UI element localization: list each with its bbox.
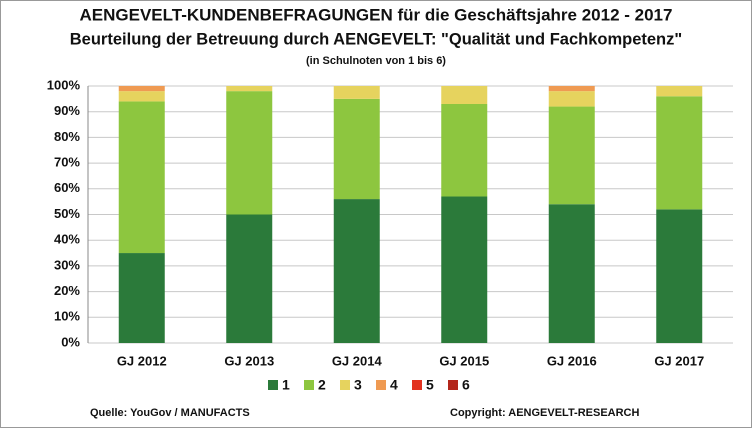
y-tick-label: 40% [54, 232, 80, 247]
y-tick-label: 10% [54, 309, 80, 324]
bar-segment [226, 214, 273, 343]
x-tick-label: GJ 2013 [224, 353, 274, 368]
y-tick-label: 0% [61, 334, 80, 349]
legend-label: 5 [426, 377, 434, 393]
y-tick-label: 100% [47, 77, 81, 92]
legend-swatch [340, 380, 350, 390]
bar-segment [226, 86, 273, 92]
copyright: Copyright: AENGEVELT-RESEARCH [450, 407, 640, 419]
legend-label: 2 [318, 377, 326, 393]
source: Quelle: YouGov / MANUFACTS [90, 407, 250, 419]
chart-subtitle: Beurteilung der Betreuung durch AENGEVEL… [70, 30, 682, 48]
bar-segment [441, 86, 488, 104]
bar-segment [118, 91, 165, 102]
y-tick-label: 70% [54, 155, 80, 170]
chart-title: AENGEVELT-KUNDENBEFRAGUNGEN für die Gesc… [80, 5, 673, 24]
legend-swatch [412, 380, 422, 390]
bar-segment [656, 96, 703, 210]
x-tick-label: GJ 2015 [439, 353, 489, 368]
y-tick-label: 80% [54, 129, 80, 144]
bar-segment [333, 98, 380, 200]
legend-label: 4 [390, 377, 398, 393]
chart-note: (in Schulnoten von 1 bis 6) [306, 55, 446, 67]
legend-swatch [448, 380, 458, 390]
legend-label: 6 [462, 377, 470, 393]
y-tick-label: 60% [54, 180, 80, 195]
x-tick-label: GJ 2016 [547, 353, 597, 368]
bar-segment [441, 196, 488, 343]
bar-segment [226, 91, 273, 215]
legend-swatch [376, 380, 386, 390]
x-tick-label: GJ 2014 [332, 353, 383, 368]
bar-segment [548, 106, 595, 205]
bar-segment [118, 101, 165, 254]
bar-segment [441, 103, 488, 197]
bar-segment [548, 91, 595, 107]
bar-segment [656, 86, 703, 97]
x-tick-label: GJ 2012 [117, 353, 167, 368]
y-tick-label: 90% [54, 103, 80, 118]
bar-segment [656, 209, 703, 343]
legend-swatch [304, 380, 314, 390]
y-tick-label: 20% [54, 283, 80, 298]
bar-segment [118, 253, 165, 343]
bar-segment [118, 86, 165, 92]
legend-swatch [268, 380, 278, 390]
bar-segment [333, 86, 380, 99]
x-tick-label: GJ 2017 [654, 353, 704, 368]
y-tick-label: 30% [54, 257, 80, 272]
legend-label: 3 [354, 377, 362, 393]
bar-segment [548, 204, 595, 343]
y-tick-label: 50% [54, 206, 80, 221]
bar-segment [548, 86, 595, 92]
bar-segment [333, 199, 380, 343]
legend-label: 1 [282, 377, 290, 393]
